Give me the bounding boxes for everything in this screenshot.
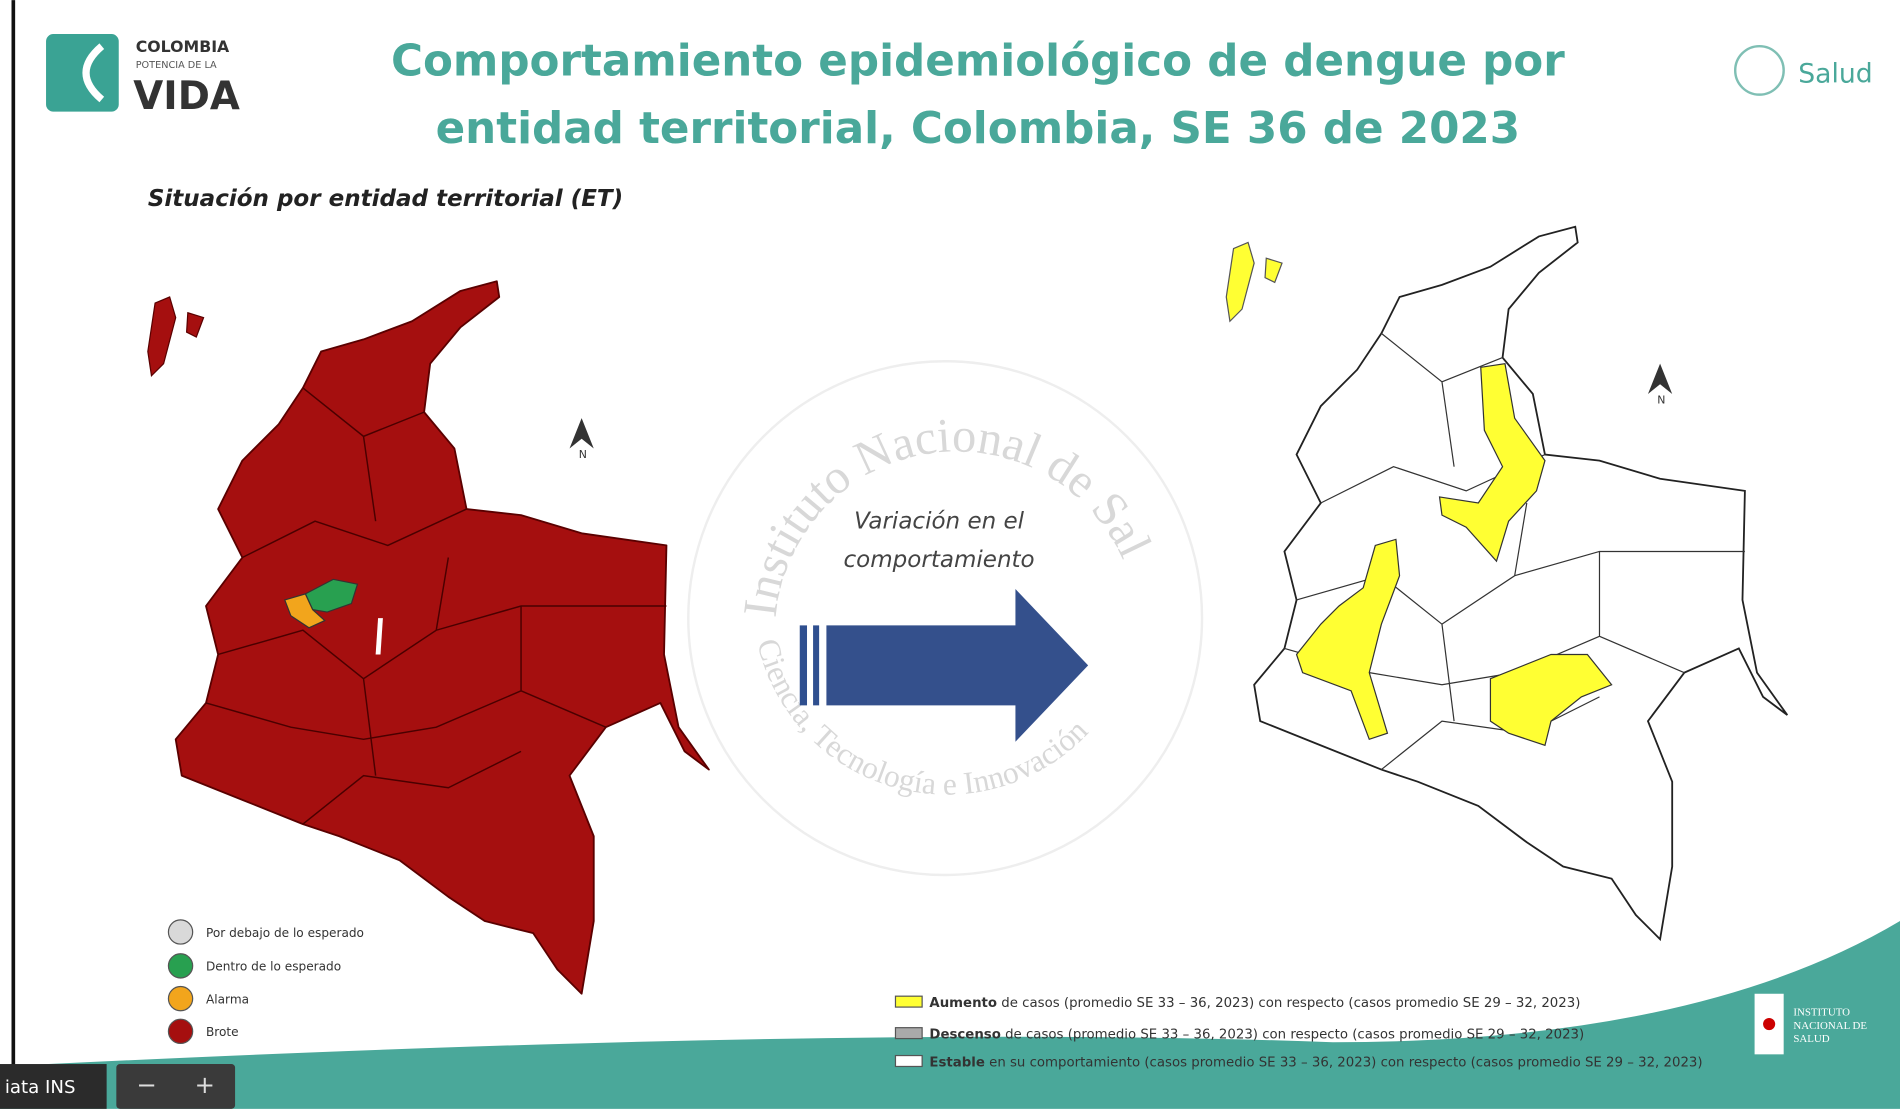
logo-text: COLOMBIA: [136, 37, 230, 56]
arrow-label: Variación en el: [854, 508, 1025, 534]
legend-label: Brote: [206, 1025, 239, 1039]
logo-text: POTENCIA DE LA: [136, 60, 217, 71]
legend-swatch: [894, 1054, 923, 1068]
map-aumento: [1489, 653, 1613, 747]
legend-term: Descenso: [929, 1028, 1000, 1043]
north-label: N: [1657, 394, 1665, 407]
toolbar-label-bg: [0, 1064, 107, 1109]
ins-logo: SALUD: [1793, 1033, 1829, 1045]
salud-logo: Salud: [1798, 59, 1872, 90]
map-alarma: [283, 593, 326, 629]
legend-label: Por debajo de lo esperado: [206, 926, 364, 940]
logo-text: VIDA: [133, 74, 240, 119]
ins-logo: INSTITUTO: [1793, 1007, 1850, 1019]
legend-text: en su comportamiento (casos promedio SE …: [985, 1055, 1703, 1070]
legend-swatch: [167, 1018, 194, 1045]
zoom-out[interactable]: −: [136, 1071, 156, 1099]
legend-label: Estable en su comportamiento (casos prom…: [929, 1055, 1702, 1070]
map-gap: [375, 618, 383, 655]
watermark-ring: [687, 360, 1204, 877]
legend-label: Alarma: [206, 992, 249, 1006]
legend-swatch: [167, 953, 194, 979]
north-arrow: [569, 418, 594, 449]
legend-label: Descenso de casos (promedio SE 33 – 36, …: [929, 1028, 1584, 1043]
legend-text: de casos (promedio SE 33 – 36, 2023) con…: [1001, 1028, 1584, 1043]
arrow-stripe: [799, 625, 808, 706]
legend-swatch: [894, 995, 923, 1008]
title: entidad territorial, Colombia, SE 36 de …: [436, 104, 1521, 154]
legend-text: de casos (promedio SE 33 – 36, 2023) con…: [997, 996, 1580, 1011]
legend-term: Aumento: [929, 996, 997, 1011]
toolbar-label: iata INS: [5, 1077, 76, 1098]
legend-swatch: [167, 919, 194, 945]
right-map: N: [1225, 225, 1789, 941]
arrow: [826, 589, 1089, 742]
legend-term: Estable: [929, 1055, 985, 1070]
legend-swatch: [894, 1027, 923, 1040]
zoom-in[interactable]: +: [195, 1071, 215, 1099]
footer-band: [0, 921, 1900, 1109]
subtitle: Situación por entidad territorial (ET): [148, 186, 623, 212]
legend-label: Dentro de lo esperado: [206, 960, 341, 974]
map-aumento: [1295, 538, 1401, 741]
legend-label: Aumento de casos (promedio SE 33 – 36, 2…: [929, 996, 1580, 1011]
map-aumento: [1438, 362, 1546, 563]
ins-logo: NACIONAL DE: [1793, 1020, 1867, 1032]
logo-mark-wave: [82, 43, 105, 103]
arrow-label: comportamiento: [844, 547, 1035, 573]
legend-swatch: [167, 985, 194, 1012]
salud-emblem: [1733, 44, 1785, 96]
zoom-control: [116, 1064, 236, 1109]
north-label: N: [579, 448, 587, 461]
title: Comportamiento epidemiológico de dengue …: [391, 36, 1565, 86]
north-arrow: [1647, 363, 1673, 394]
ins-mark-dot: [1763, 1017, 1776, 1031]
arrow-stripe: [813, 625, 820, 706]
